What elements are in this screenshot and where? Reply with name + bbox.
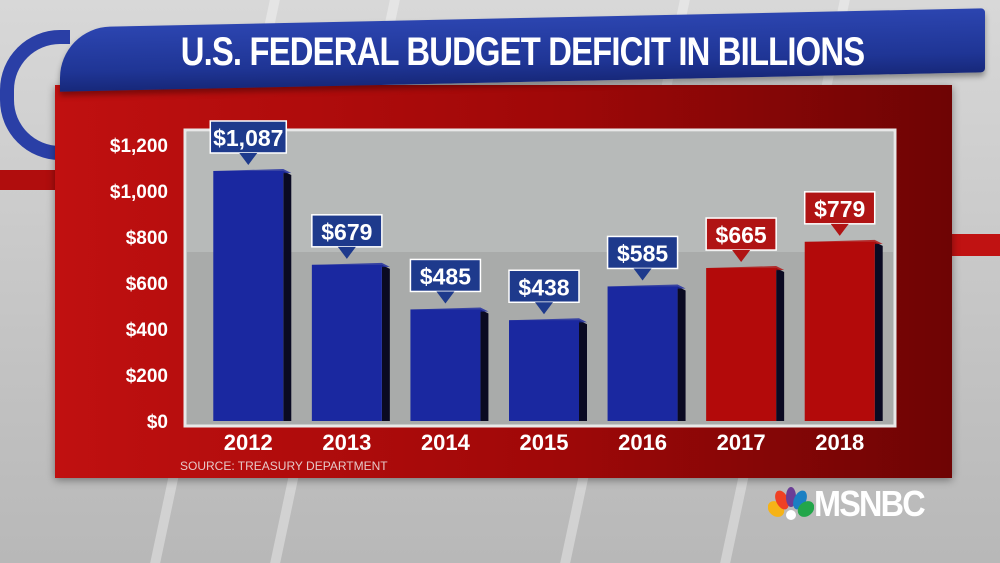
x-tick-label: 2012 bbox=[224, 430, 273, 455]
bar-side bbox=[381, 264, 390, 421]
data-label: $438 bbox=[518, 274, 569, 300]
data-label-box bbox=[209, 120, 288, 154]
data-label: $1,087 bbox=[213, 125, 283, 151]
bar-2017 bbox=[706, 268, 777, 421]
x-tick-label: 2017 bbox=[717, 430, 766, 455]
bar-side bbox=[677, 286, 686, 421]
chart-title: U.S. FEDERAL BUDGET DEFICIT IN BILLIONS bbox=[180, 30, 865, 74]
bar-2012 bbox=[213, 170, 284, 421]
bar-side bbox=[579, 320, 587, 421]
data-label-box bbox=[606, 235, 679, 270]
peacock-icon bbox=[768, 487, 814, 520]
decorative-red-bar bbox=[0, 170, 60, 190]
data-label-pointer bbox=[633, 268, 652, 281]
y-tick-label: $600 bbox=[126, 274, 168, 295]
msnbc-logo: MSNBC bbox=[768, 483, 936, 525]
y-tick-label: $200 bbox=[126, 366, 168, 387]
data-label-box bbox=[311, 214, 383, 248]
data-label-box bbox=[803, 191, 876, 225]
bar-side bbox=[776, 268, 785, 421]
decorative-red-bar bbox=[950, 234, 1000, 256]
y-tick-label: $800 bbox=[126, 228, 168, 249]
data-label-pointer bbox=[830, 223, 849, 236]
data-label-box bbox=[409, 258, 482, 293]
bar-2013 bbox=[311, 264, 382, 421]
data-label: $679 bbox=[321, 219, 372, 245]
bar-2014 bbox=[410, 309, 481, 421]
network-name: MSNBC bbox=[814, 483, 926, 524]
y-tick-label: $1,000 bbox=[110, 182, 168, 203]
y-tick-label: $0 bbox=[147, 412, 168, 433]
bar-side bbox=[283, 170, 292, 421]
plot-area-highlight bbox=[187, 132, 893, 252]
data-label-pointer bbox=[535, 302, 553, 315]
data-label-pointer bbox=[337, 246, 356, 259]
bar-side bbox=[874, 241, 883, 421]
data-label-box bbox=[508, 269, 580, 304]
data-label: $585 bbox=[617, 240, 668, 266]
source-note: SOURCE: TREASURY DEPARTMENT bbox=[180, 459, 388, 473]
bar-2016 bbox=[607, 286, 678, 421]
data-label-pointer bbox=[239, 152, 258, 165]
y-tick-label: $1,200 bbox=[110, 136, 168, 157]
bar-side bbox=[480, 309, 489, 421]
y-tick-label: $400 bbox=[126, 320, 168, 341]
x-tick-label: 2015 bbox=[520, 430, 569, 455]
x-tick-label: 2014 bbox=[421, 430, 471, 455]
data-label-pointer bbox=[436, 291, 455, 304]
data-label: $779 bbox=[814, 196, 865, 222]
data-label: $665 bbox=[716, 222, 767, 248]
x-tick-label: 2018 bbox=[815, 430, 864, 455]
x-tick-label: 2013 bbox=[322, 430, 371, 455]
data-label: $485 bbox=[420, 263, 471, 289]
data-label-pointer bbox=[732, 250, 751, 263]
bar-2015 bbox=[509, 320, 579, 421]
bar-2018 bbox=[804, 241, 875, 421]
x-tick-label: 2016 bbox=[618, 430, 667, 455]
